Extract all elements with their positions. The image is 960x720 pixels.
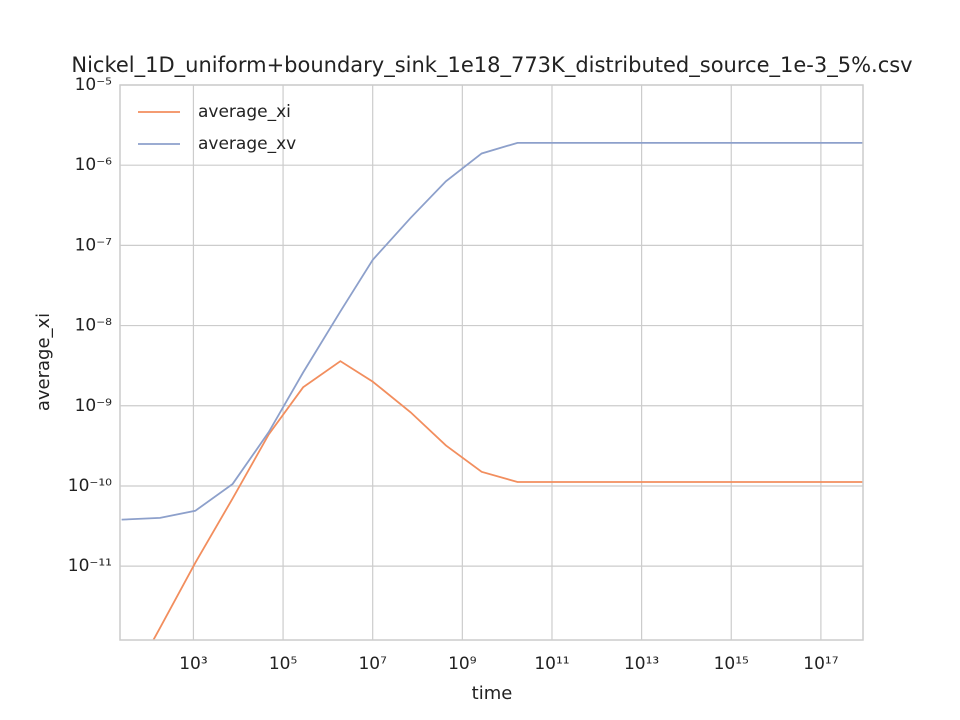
plot-lines [121,141,863,640]
data-line [121,141,863,521]
y-tick-label: 10⁻¹¹ [68,556,112,576]
chart-title: Nickel_1D_uniform+boundary_sink_1e18_773… [71,53,912,78]
legend: average_xi average_xv [138,102,296,154]
y-tick-label: 10⁻⁹ [75,396,113,416]
x-tick-label: 10⁷ [358,654,387,674]
x-tick-label: 10¹¹ [534,654,569,674]
x-tick-label: 10¹⁵ [714,654,749,674]
y-tick-label: 10⁻⁷ [75,235,113,255]
legend-label: average_xi [198,102,291,122]
plot-frame [119,84,864,641]
y-tick-label: 10⁻⁸ [75,316,113,336]
x-tick-label: 10⁵ [269,654,297,674]
x-tick-label: 10³ [179,654,207,674]
y-axis-label: average_xi [33,313,54,411]
data-line [152,360,863,640]
y-tick-label: 10⁻⁶ [75,155,113,175]
x-tick-label: 10¹³ [624,654,659,674]
y-tick-label: 10⁻⁵ [75,75,112,95]
x-tick-label: 10⁹ [448,654,477,674]
x-tick-label: 10¹⁷ [803,654,838,674]
x-axis-label: time [472,683,513,704]
legend-label: average_xv [198,134,296,154]
grid [120,84,863,640]
y-tick-label: 10⁻¹⁰ [68,476,112,496]
